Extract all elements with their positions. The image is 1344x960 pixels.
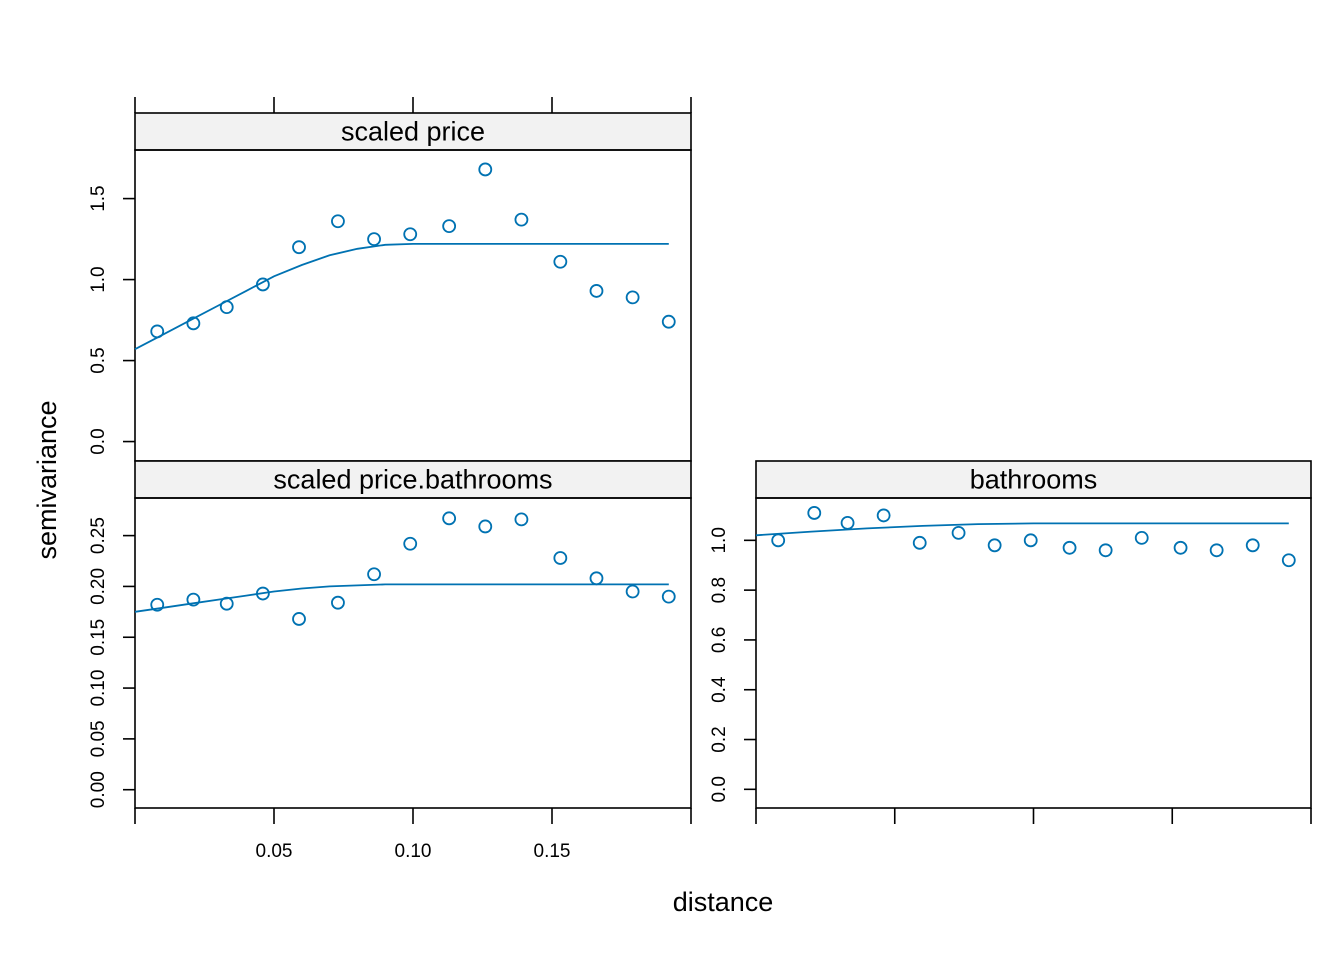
data-point-bathrooms [987, 538, 1002, 553]
data-point-scaled-price [553, 254, 568, 269]
data-point-scaled-price [625, 290, 640, 305]
data-point-scaled-price [589, 284, 604, 298]
y-tick-label-scaled-price-bathrooms: 0.05 [88, 720, 109, 757]
panel-scaled-price-bathrooms: scaled price.bathrooms 0.00 0.05 0.10 0.15 0.… [88, 460, 692, 809]
data-point-bathrooms [1098, 543, 1113, 558]
y-tick-label-bathrooms: 1.0 [709, 527, 730, 553]
panels-layer: scaled price 0.0 0.5 1.0 1.5 scaled price.bat… [88, 97, 1312, 862]
strip-bathrooms [755, 460, 1312, 499]
data-point-bathrooms [1023, 533, 1038, 548]
data-point-bathrooms [1062, 540, 1077, 555]
panel-bathrooms: bathrooms 0.0 0.2 0.4 0.6 0.8 1.0 [709, 460, 1312, 809]
y-tick-label-scaled-price-bathrooms: 0.10 [88, 670, 109, 707]
data-point-bathrooms [807, 506, 822, 520]
fit-line-scaled-price-bathrooms [134, 583, 669, 613]
y-tick-label-scaled-price: 1.5 [88, 185, 109, 211]
x-tick-label: 0.05 [256, 841, 293, 862]
data-point-bathrooms [840, 515, 855, 530]
y-tick-label-bathrooms: 0.8 [709, 577, 730, 603]
data-point-scaled-price [661, 314, 676, 329]
x-axis-title: distance [673, 887, 774, 917]
data-point-scaled-price-bathrooms [186, 592, 201, 607]
y-tick-label-bathrooms: 0.0 [709, 776, 730, 802]
data-point-scaled-price-bathrooms [514, 512, 529, 527]
data-point-scaled-price [403, 227, 418, 242]
data-point-bathrooms [1245, 538, 1260, 553]
strip-title-bathrooms: bathrooms [970, 465, 1098, 495]
frame-bathrooms [755, 497, 1312, 809]
y-tick-label-scaled-price: 0.5 [88, 347, 109, 373]
y-tick-label-scaled-price-bathrooms: 0.00 [88, 771, 109, 808]
data-point-scaled-price-bathrooms [292, 612, 306, 626]
strip-title-scaled-price: scaled price [341, 117, 485, 147]
frame-scaled-price-bathrooms [134, 497, 692, 809]
data-point-bathrooms [1209, 543, 1224, 558]
data-point-bathrooms [1281, 553, 1296, 568]
data-point-scaled-price [367, 232, 381, 246]
y-tick-label-scaled-price: 1.0 [88, 266, 109, 292]
data-point-scaled-price [186, 316, 201, 331]
y-axis-title: semivariance [32, 400, 62, 559]
data-point-scaled-price [150, 324, 165, 339]
data-point-scaled-price [292, 240, 306, 255]
data-point-scaled-price [442, 219, 457, 234]
data-point-scaled-price-bathrooms [625, 584, 640, 599]
data-point-scaled-price-bathrooms [367, 567, 381, 582]
data-point-bathrooms [951, 525, 966, 540]
data-point-scaled-price-bathrooms [478, 519, 493, 534]
data-point-scaled-price-bathrooms [150, 597, 165, 612]
y-tick-label-bathrooms: 0.2 [709, 726, 730, 752]
strip-title-scaled-price-bathrooms: scaled price.bathrooms [273, 465, 552, 495]
data-point-scaled-price-bathrooms [553, 551, 568, 565]
data-point-bathrooms [1173, 540, 1188, 555]
data-point-bathrooms [876, 508, 891, 523]
data-point-scaled-price [255, 277, 270, 292]
fit-line-scaled-price [134, 243, 669, 350]
data-point-scaled-price-bathrooms [331, 595, 345, 610]
data-point-scaled-price [514, 212, 529, 227]
y-tick-label-bathrooms: 0.4 [709, 676, 730, 703]
data-point-scaled-price [478, 162, 493, 177]
data-point-scaled-price [219, 300, 234, 315]
fit-line-bathrooms [755, 522, 1289, 537]
strip-scaled-price [134, 112, 692, 151]
data-point-bathrooms [771, 533, 786, 548]
y-tick-label-scaled-price-bathrooms: 0.25 [88, 517, 109, 554]
y-tick-label-scaled-price: 0.0 [88, 428, 109, 454]
data-point-bathrooms [912, 535, 927, 550]
panel-scaled-price: scaled price 0.0 0.5 1.0 1.5 [88, 112, 692, 462]
data-point-scaled-price-bathrooms [403, 536, 418, 551]
data-point-bathrooms [1134, 530, 1149, 545]
data-point-scaled-price-bathrooms [589, 571, 604, 586]
data-point-scaled-price-bathrooms [661, 589, 676, 604]
data-point-scaled-price [331, 214, 345, 229]
x-tick-label: 0.10 [395, 841, 432, 862]
data-point-scaled-price-bathrooms [442, 511, 457, 526]
data-point-scaled-price-bathrooms [255, 586, 270, 601]
y-tick-label-bathrooms: 0.6 [709, 627, 730, 653]
x-tick-label: 0.15 [534, 841, 571, 862]
data-point-scaled-price-bathrooms [219, 596, 234, 611]
y-tick-label-scaled-price-bathrooms: 0.15 [88, 619, 109, 656]
y-tick-label-scaled-price-bathrooms: 0.20 [88, 568, 109, 605]
